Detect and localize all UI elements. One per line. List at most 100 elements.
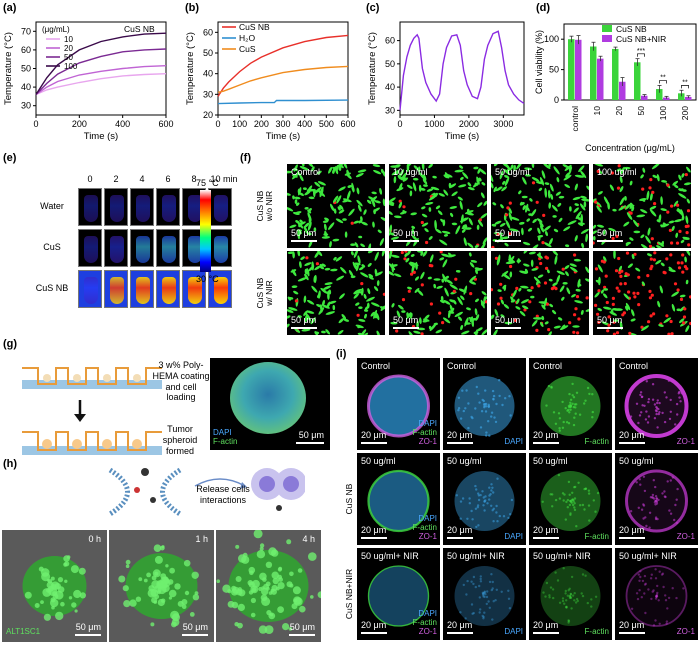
bar (612, 48, 619, 100)
channel-label: ZO-1 (418, 532, 437, 541)
channel-label: DAPI (504, 532, 523, 541)
temperature-colorbar (200, 190, 211, 272)
y-tick-label: 0 (554, 95, 559, 105)
confocal-image: 50 ug/ml 20 μm F-actin (529, 453, 612, 545)
row-label: CuS NB w/o NIR (255, 190, 275, 222)
confocal-image: 50 ug/ml 20 μm DAPI (443, 453, 526, 545)
legend-label: 100 (64, 62, 78, 71)
condition-label: 50 ug/ml (619, 456, 654, 466)
thermal-image (104, 229, 128, 267)
scale-label: 20 μm (533, 430, 559, 440)
legend-label: CuS NB+NIR (616, 34, 666, 44)
scale-bar (447, 442, 473, 444)
y-tick-label: 30 (385, 105, 395, 115)
scale-bar (393, 327, 419, 329)
channel-label: F-actin (412, 428, 437, 437)
significance-bracket (659, 80, 667, 84)
y-tick-label: 20 (203, 110, 213, 120)
bar (634, 62, 641, 100)
live-dead-image: 50 ug/ml 50 μm (491, 164, 589, 248)
time-label: 10 min (210, 174, 238, 184)
legend-label: CuS NB (239, 22, 270, 32)
scale-label: 50 μm (298, 430, 324, 440)
condition-label: 50 ug/ml+ NIR (361, 551, 419, 561)
time-label: 2 (113, 174, 119, 184)
panel-label-c: (c) (366, 2, 380, 14)
scale-bar (619, 442, 645, 444)
x-tick-label: 600 (340, 119, 355, 129)
bar (575, 39, 582, 100)
channel-label: DAPI (504, 437, 523, 446)
condition-label: 50 ug/ml+ NIR (619, 551, 677, 561)
y-tick-label: 40 (385, 82, 395, 92)
channel-label: DAPI (418, 419, 437, 428)
x-tick-label: 2000 (459, 119, 479, 129)
step-1-text: 3 w% Poly-HEMA coating and cell loading (152, 360, 210, 403)
live-dead-image: Control 50 μm (287, 164, 385, 248)
chart-a: 0 200 400 600 30 40 50 60 70 Time (s) Temperature … (3, 21, 174, 142)
x-axis-label: Time (s) (266, 131, 300, 142)
time-label: 6 (165, 174, 171, 184)
y-tick-label: 100 (544, 34, 559, 44)
thermal-image (182, 270, 206, 308)
condition-label: 10 ug/ml (393, 167, 428, 177)
significance-label: *** (637, 48, 645, 55)
scale-label: 50 μm (393, 228, 419, 238)
series-line-1 (217, 99, 349, 105)
significance-label: ** (682, 79, 688, 86)
legend-label: 20 (64, 44, 73, 53)
scale-label: 50 μm (597, 315, 623, 325)
channel-label: DAPI (418, 609, 437, 618)
scale-bar (361, 537, 387, 539)
scale-bar (533, 442, 559, 444)
channel-label: DAPI (418, 514, 437, 523)
y-tick-label: 50 (549, 65, 559, 75)
x-tick-label: 200 (72, 119, 87, 129)
confocal-image: 50 ug/ml+ NIR 20 μm DAPI F-actin ZO-1 (357, 548, 440, 640)
live-dead-image: 50 μm (389, 251, 487, 335)
membrane-icon (108, 467, 182, 517)
scale-bar (533, 632, 559, 634)
plate-2 (22, 431, 162, 455)
category-label: 100 (658, 106, 668, 120)
significance-label: ** (660, 75, 666, 82)
scale-label: 20 μm (619, 430, 645, 440)
series-line-2 (35, 48, 167, 95)
time-label: 4 (139, 174, 145, 184)
confocal-image: 50 ug/ml+ NIR 20 μm DAPI (443, 548, 526, 640)
y-tick-label: 40 (21, 82, 31, 92)
channel-label: F-actin (584, 437, 609, 446)
condition-label: Control (619, 361, 649, 371)
x-axis-label: Time (s) (84, 131, 118, 142)
y-tick-label: 60 (385, 36, 395, 46)
spheroid-schematic (22, 367, 162, 455)
series-line-0 (35, 73, 167, 96)
condition-label: 50 ug/ml (533, 456, 568, 466)
chart-b: 0 100 200 300 400 500 600 20 30 40 50 60 Time (s) Tem… (185, 21, 356, 142)
step-2-text: Tumor spheroid formed (162, 424, 198, 456)
timelapse-image: 1 h 50 μm (109, 530, 214, 642)
condition-label: 50 ug/ml+ NIR (447, 551, 505, 561)
legend-label: 50 (64, 53, 73, 62)
channel-label: ZO-1 (676, 437, 695, 446)
panel-label-i: (i) (336, 348, 347, 360)
confocal-image: 50 ug/ml 20 μm ZO-1 (615, 453, 698, 545)
colorbar-label: 75 °C (196, 178, 219, 188)
condition-label: Control (291, 167, 321, 177)
channel-label: F-actin (584, 532, 609, 541)
condition-label: Control (533, 361, 563, 371)
panel-label-f: (f) (240, 152, 251, 164)
thermal-row-label: CuS NB (35, 283, 69, 293)
cells-icon (251, 468, 305, 511)
thermal-image (78, 229, 102, 267)
x-tick-label: 400 (297, 119, 312, 129)
panel-label-e: (e) (3, 152, 17, 164)
thermal-image (208, 270, 232, 308)
x-tick-label: 1000 (424, 119, 444, 129)
scale-label: 50 μm (289, 622, 315, 632)
y-tick-label: 30 (21, 101, 31, 111)
cell-line-label: ALT1SC1 (6, 627, 41, 636)
bar (678, 93, 685, 100)
scale-label: 50 μm (597, 228, 623, 238)
release-schematic (108, 467, 305, 517)
